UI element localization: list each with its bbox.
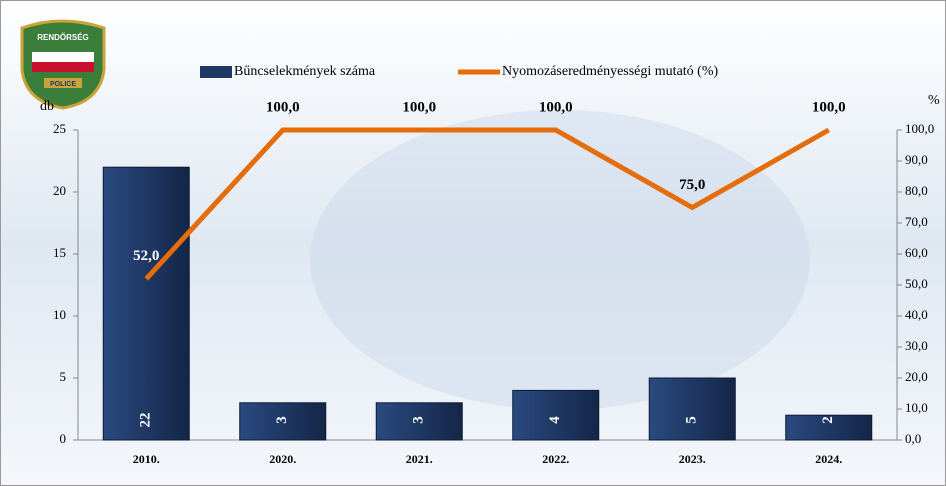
y2-tick-label: 10,0 [905, 400, 928, 415]
y-tick-label: 0 [60, 431, 67, 446]
logo-text: POLICE [50, 81, 76, 88]
bar-value-label: 3 [411, 416, 427, 424]
bar-value-label: 3 [274, 416, 290, 424]
bar-value-label: 22 [138, 413, 154, 428]
background-building [310, 110, 810, 410]
bar [102, 166, 190, 441]
bar [512, 389, 600, 441]
line-value-label: 100,0 [402, 99, 436, 115]
bar [239, 402, 327, 441]
y-tick-label: 20 [53, 183, 66, 198]
line-value-label: 100,0 [539, 99, 573, 115]
y-tick-label: 15 [53, 245, 66, 260]
y-tick-label: 5 [60, 369, 67, 384]
line-value-label: 52,0 [133, 248, 159, 264]
y2-tick-label: 90,0 [905, 152, 928, 167]
bar-value-label: 5 [684, 416, 700, 424]
y2-tick-label: 30,0 [905, 338, 928, 353]
line-value-label: 100,0 [266, 99, 300, 115]
y2-tick-label: 20,0 [905, 369, 928, 384]
x-tick-label: 2010. [133, 452, 160, 466]
y2-tick-label: 50,0 [905, 276, 928, 291]
bar-value-label: 2 [820, 416, 836, 424]
x-tick-label: 2022. [542, 452, 569, 466]
logo: RENDŐRSÉG POLICE [20, 19, 106, 110]
y-tick-label: 10 [53, 307, 66, 322]
x-tick-label: 2023. [679, 452, 706, 466]
y2-tick-label: 40,0 [905, 307, 928, 322]
legend-swatch [200, 66, 232, 78]
bar [375, 402, 463, 441]
bar [648, 377, 736, 441]
y2-axis-label: % [928, 93, 940, 108]
bar [785, 414, 873, 441]
y2-tick-label: 70,0 [905, 214, 928, 229]
line [144, 127, 830, 281]
y2-tick-label: 60,0 [905, 245, 928, 260]
y2-tick-label: 0,0 [905, 431, 921, 446]
bar-value-label: 4 [547, 416, 563, 424]
y2-tick-label: 80,0 [905, 183, 928, 198]
legend-label: Bűncselekmények száma [234, 64, 376, 79]
x-tick-label: 2024. [815, 452, 842, 466]
y2-tick-label: 100,0 [905, 121, 934, 136]
x-tick-label: 2020. [269, 452, 296, 466]
x-tick-label: 2021. [406, 452, 433, 466]
line-value-label: 75,0 [679, 177, 705, 193]
y-axis-label: db [40, 99, 54, 114]
y-tick-label: 25 [53, 121, 66, 136]
logo-text: RENDŐRSÉG [37, 33, 89, 42]
legend-label: Nyomozáseredményességi mutató (%) [502, 64, 718, 79]
line-value-label: 100,0 [812, 99, 846, 115]
